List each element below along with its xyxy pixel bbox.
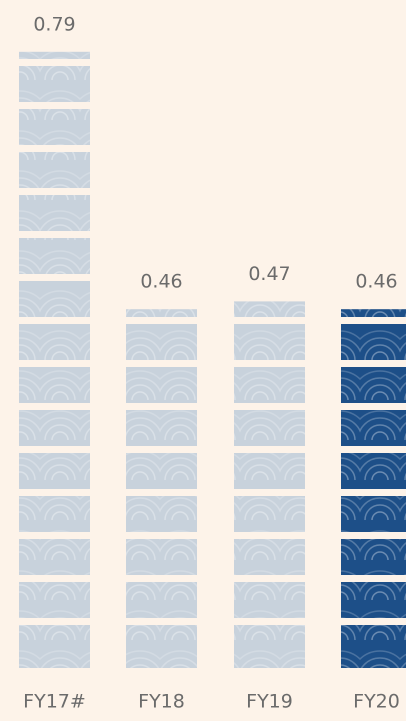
tile-gap [19, 274, 90, 281]
tile-gap [19, 317, 90, 324]
tile-gap [126, 360, 197, 367]
tile-gap [341, 532, 406, 539]
tile-gap [19, 446, 90, 453]
tile-gap [19, 59, 90, 66]
tile-gap [341, 317, 406, 324]
tile-gap [341, 360, 406, 367]
tile-gap [234, 575, 305, 582]
tile-gap [19, 575, 90, 582]
tile-gap [126, 317, 197, 324]
tile-gap [126, 532, 197, 539]
tile-gap [126, 489, 197, 496]
tile-gap [234, 532, 305, 539]
tile-gap [19, 532, 90, 539]
tile-gap [234, 317, 305, 324]
tile-gap [126, 575, 197, 582]
tile-gap [126, 618, 197, 625]
x-tick-label: FY18 [138, 691, 185, 713]
tile-gap [19, 231, 90, 238]
x-tick-label: FY19 [246, 691, 293, 713]
tile-gap [19, 102, 90, 109]
tile-gap [341, 618, 406, 625]
tile-gap [234, 446, 305, 453]
tile-gap [19, 489, 90, 496]
tile-gap [341, 489, 406, 496]
tile-gap [341, 446, 406, 453]
tile-gap [234, 360, 305, 367]
tile-gap [234, 489, 305, 496]
x-tick-label: FY17# [23, 691, 86, 713]
value-label: 0.79 [33, 13, 75, 35]
value-label: 0.47 [248, 263, 290, 285]
tile-gap [234, 403, 305, 410]
chart: 0.79 FY17# 0.46 FY18 0.47 FY19 0.46 FY20 [0, 0, 406, 721]
x-tick-label: FY20 [353, 691, 400, 713]
tile-gap [19, 618, 90, 625]
value-label: 0.46 [140, 271, 182, 293]
bar-texture [234, 301, 305, 668]
tile-gap [341, 575, 406, 582]
tile-gap [341, 403, 406, 410]
tile-gap [19, 403, 90, 410]
value-label: 0.46 [355, 271, 397, 293]
tile-gap [19, 360, 90, 367]
tile-gap [234, 618, 305, 625]
tile-gap [126, 446, 197, 453]
tile-gap [19, 145, 90, 152]
tile-gap [126, 403, 197, 410]
tile-gap [19, 188, 90, 195]
page: 0.79FY17#0.46FY180.47FY190.46FY20 (() =>… [0, 0, 406, 721]
